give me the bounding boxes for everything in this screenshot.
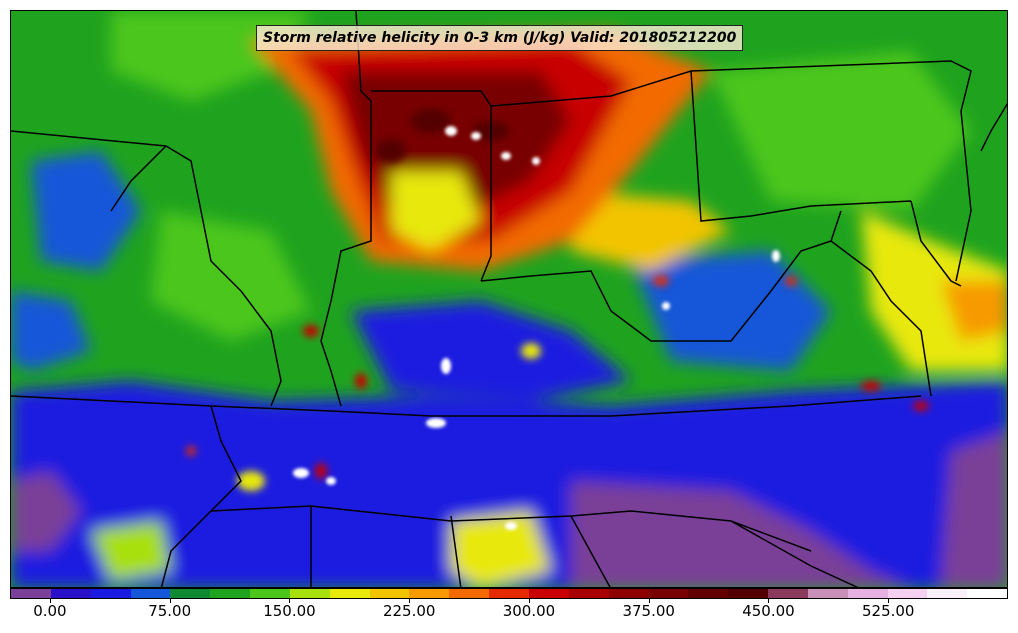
colorbar-swatch xyxy=(50,589,91,598)
colorbar-tick-mark xyxy=(528,599,530,603)
colorbar-tick-label: 450.00 xyxy=(742,602,795,620)
colorbar-swatch xyxy=(250,589,290,598)
colorbar-swatch xyxy=(927,589,968,598)
colorbar-swatch xyxy=(489,589,529,598)
colorbar-tick-mark xyxy=(409,599,411,603)
colorbar-tick-label: 375.00 xyxy=(622,602,675,620)
colorbar-swatch xyxy=(768,589,808,598)
colorbar-tick-label: 75.00 xyxy=(148,602,192,620)
colorbar-tick-label: 525.00 xyxy=(861,602,915,620)
colorbar-swatch xyxy=(967,589,1008,598)
colorbar-tick-mark xyxy=(169,599,171,603)
colorbar-swatch xyxy=(11,589,51,598)
colorbar-swatch xyxy=(528,589,569,598)
colorbar-tick-mark xyxy=(289,599,291,603)
colorbar-swatch xyxy=(608,589,649,598)
colorbar-swatch xyxy=(648,589,689,598)
colorbar-swatch xyxy=(688,589,729,598)
colorbar-swatch xyxy=(170,589,211,598)
colorbar-swatch xyxy=(369,589,410,598)
colorbar-tick-mark xyxy=(768,599,770,603)
colorbar-swatch xyxy=(807,589,848,598)
colorbar-tick-mark xyxy=(49,599,51,603)
colorbar-swatch xyxy=(449,589,490,598)
map-frame: Storm relative helicity in 0-3 km (J/kg)… xyxy=(10,10,1008,588)
map-title: Storm relative helicity in 0-3 km (J/kg)… xyxy=(256,25,744,51)
colorbar-swatch xyxy=(289,589,330,598)
colorbar-swatch xyxy=(329,589,370,598)
colorbar-ticks: 0.00 75.00 150.00 225.00 300.00 375.00 450.00 5… xyxy=(0,599,1018,626)
colorbar-swatch xyxy=(409,589,450,598)
helicity-map xyxy=(11,11,1007,587)
colorbar-swatch xyxy=(887,589,928,598)
colorbar-tick-label: 225.00 xyxy=(382,602,436,620)
colorbar-swatch xyxy=(728,589,769,598)
colorbar-tick-label: 150.00 xyxy=(263,602,316,620)
colorbar xyxy=(10,588,1008,599)
colorbar-tick-label: 300.00 xyxy=(502,602,556,620)
colorbar-swatch xyxy=(847,589,888,598)
colorbar-swatch xyxy=(568,589,609,598)
colorbar-tick-mark xyxy=(648,599,650,603)
colorbar-tick-label: 0.00 xyxy=(33,602,67,620)
colorbar-swatch xyxy=(130,589,171,598)
colorbar-tick-mark xyxy=(888,599,890,603)
colorbar-swatch xyxy=(90,589,131,598)
colorbar-swatch xyxy=(210,589,251,598)
